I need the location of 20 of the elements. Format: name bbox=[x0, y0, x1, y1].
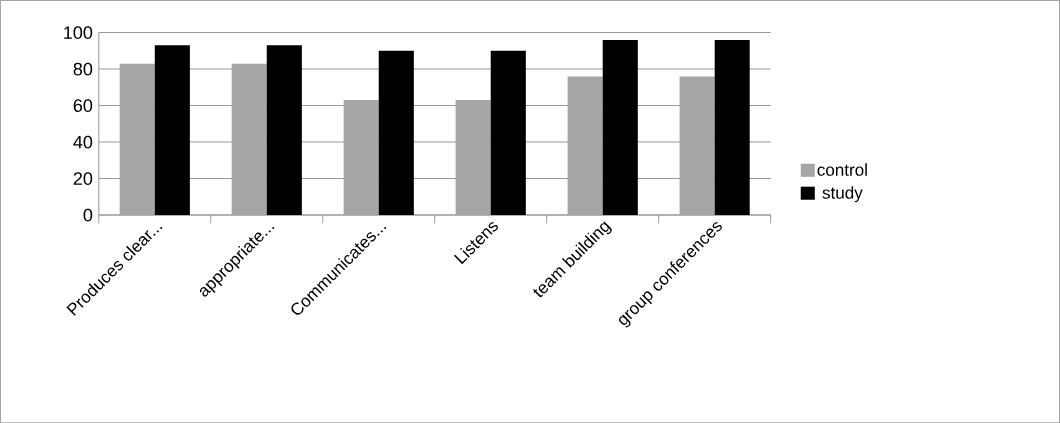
y-tick-label: 40 bbox=[73, 135, 93, 149]
legend-label: control bbox=[817, 163, 867, 176]
y-tick-label: 20 bbox=[73, 172, 93, 185]
bar bbox=[567, 76, 603, 216]
bar bbox=[266, 45, 302, 216]
bar bbox=[343, 100, 379, 216]
bar bbox=[378, 50, 414, 216]
y-tick-label: 60 bbox=[73, 99, 93, 112]
bar bbox=[231, 63, 267, 216]
bar bbox=[154, 45, 190, 216]
bar bbox=[679, 76, 715, 216]
legend-label: study bbox=[822, 186, 863, 203]
bar bbox=[602, 39, 638, 216]
y-tick-label: 100 bbox=[64, 26, 93, 39]
bar bbox=[490, 50, 526, 216]
bar bbox=[119, 63, 155, 216]
bar bbox=[455, 100, 491, 216]
y-tick-label: 80 bbox=[73, 62, 93, 76]
bar bbox=[714, 39, 750, 216]
y-tick-label: 0 bbox=[83, 208, 93, 222]
